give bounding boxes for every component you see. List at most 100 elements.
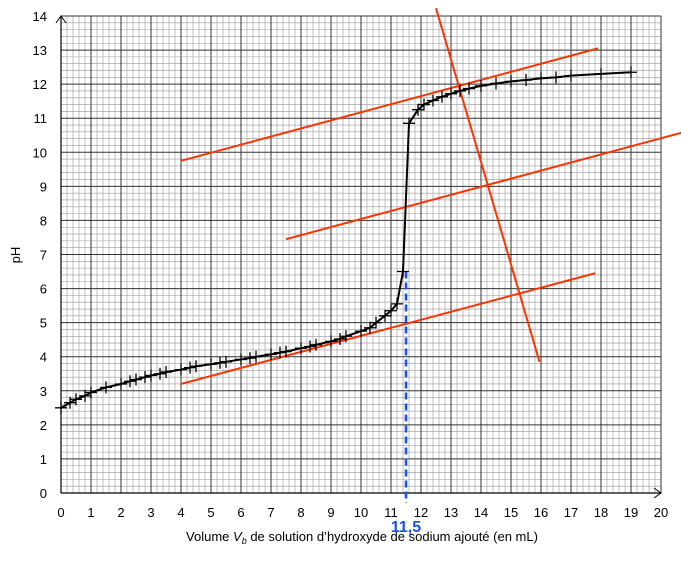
data-point: [355, 325, 367, 338]
y-tick-label: 8: [40, 213, 47, 228]
data-point: [205, 358, 217, 371]
data-point: [445, 87, 457, 100]
y-tick-label: 7: [40, 248, 47, 263]
data-point: [295, 342, 307, 355]
data-point: [64, 396, 76, 409]
data-point: [79, 389, 91, 402]
data-point: [154, 367, 166, 380]
data-point: [364, 321, 376, 334]
data-point: [304, 340, 316, 353]
x-tick-label: 19: [624, 505, 638, 520]
y-axis-label: pH: [8, 247, 23, 264]
x-tick-label: 1: [87, 505, 94, 520]
x-axis-arrow: [653, 487, 662, 499]
y-tick-label: 10: [33, 145, 47, 160]
data-point: [520, 74, 532, 87]
data-point: [184, 361, 196, 374]
tangent-line: [285, 131, 681, 241]
y-tick-label: 3: [40, 384, 47, 399]
y-tick-label: 0: [40, 486, 47, 501]
x-tick-label: 3: [147, 505, 154, 520]
data-point: [145, 369, 157, 382]
data-point: [385, 304, 397, 317]
y-tick-label: 12: [33, 77, 47, 92]
data-point: [463, 82, 475, 95]
data-point: [475, 79, 487, 92]
data-point: [310, 338, 322, 351]
x-tick-label: 4: [177, 505, 184, 520]
y-tick-label: 1: [40, 452, 47, 467]
x-tick-label: 5: [207, 505, 214, 520]
data-point: [175, 363, 187, 376]
data-point: [139, 371, 151, 384]
curve: [60, 71, 632, 409]
data-point: [280, 345, 292, 358]
data-point: [115, 377, 127, 390]
x-tick-label: 9: [327, 505, 334, 520]
x-label-sub: b: [242, 536, 247, 546]
data-point: [334, 332, 346, 345]
data-point: [427, 94, 439, 107]
data-point: [535, 72, 547, 85]
tangent-line: [180, 47, 599, 162]
data-point: [370, 316, 382, 329]
data-point: [244, 352, 256, 365]
y-tick-label: 5: [40, 316, 47, 331]
x-tick-label: 16: [534, 505, 548, 520]
data-point: [550, 71, 562, 84]
data-point: [124, 375, 136, 388]
x-tick-label: 14: [474, 505, 488, 520]
x-tick-label: 11: [384, 505, 398, 520]
x-tick-label: 6: [237, 505, 244, 520]
data-point: [190, 360, 202, 373]
data-point: [454, 84, 466, 97]
data-point: [379, 309, 391, 322]
y-tick-label: 9: [40, 179, 47, 194]
data-point: [160, 366, 172, 379]
x-tick-label: 8: [297, 505, 304, 520]
x-tick-label: 12: [414, 505, 428, 520]
data-point: [274, 346, 286, 359]
data-point: [565, 69, 577, 82]
y-tick-label: 11: [34, 111, 48, 126]
data-point: [85, 386, 97, 399]
data-point: [130, 373, 142, 386]
data-point: [265, 348, 277, 361]
data-point: [403, 117, 415, 130]
y-tick-label: 2: [40, 418, 47, 433]
x-tick-label: 0: [57, 505, 64, 520]
x-tick-label: 7: [267, 505, 274, 520]
tangent-line: [180, 272, 596, 385]
data-point: [412, 103, 424, 116]
data-point: [235, 353, 247, 366]
data-point: [214, 356, 226, 369]
y-tick-label: 6: [40, 282, 47, 297]
data-point: [70, 393, 82, 406]
data-point: [250, 350, 262, 363]
data-point: [505, 75, 517, 88]
x-tick-label: 13: [444, 505, 458, 520]
y-axis-arrow: [55, 15, 67, 24]
x-label-var: V: [233, 529, 243, 544]
data-point: [418, 98, 430, 111]
x-label-text: de solution d’hydroxyde de sodium ajouté…: [247, 529, 538, 544]
x-label-text: Volume: [186, 529, 233, 544]
data-point: [325, 335, 337, 348]
x-tick-label: 17: [564, 505, 578, 520]
data-point: [625, 66, 637, 79]
tangent-line: [435, 7, 541, 363]
data-point: [340, 330, 352, 343]
equivalence-label: 11,5: [391, 519, 421, 536]
x-tick-label: 2: [117, 505, 124, 520]
data-point: [490, 77, 502, 90]
data-point: [436, 90, 448, 103]
x-tick-label: 20: [654, 505, 668, 520]
data-point: [220, 355, 232, 368]
x-axis-label: Volume Vb de solution d’hydroxyde de sod…: [186, 529, 538, 546]
y-tick-label: 13: [33, 43, 47, 58]
y-tick-label: 14: [33, 9, 47, 24]
data-point: [55, 401, 67, 414]
x-tick-label: 15: [504, 505, 518, 520]
data-point: [397, 265, 409, 278]
